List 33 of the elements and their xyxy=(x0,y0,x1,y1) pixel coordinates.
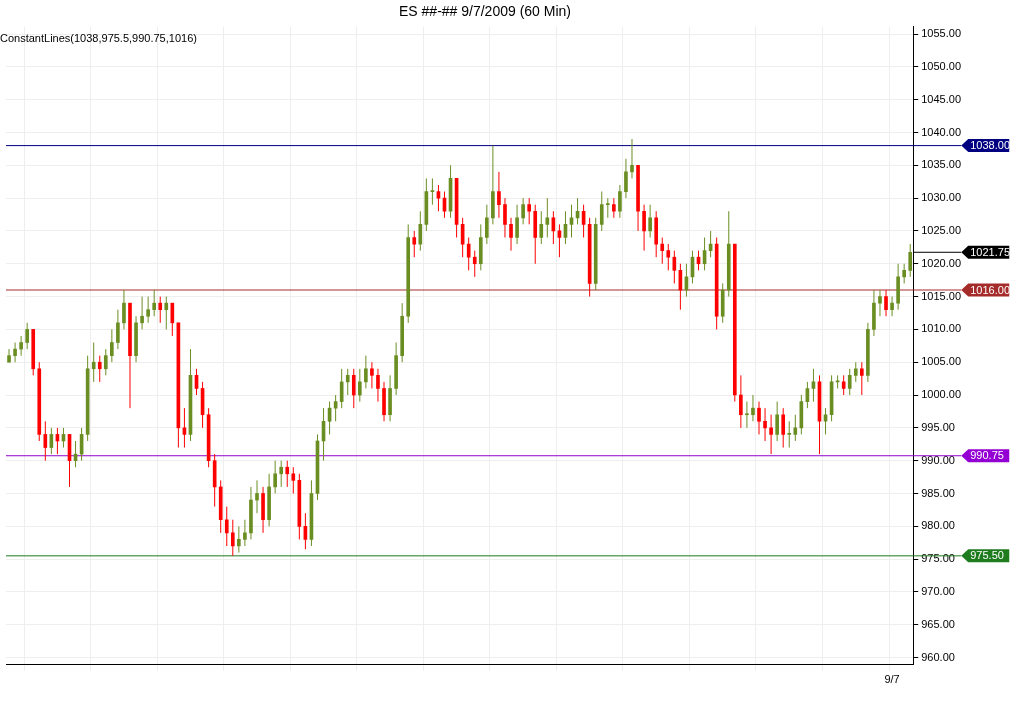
y-tick-label: 1025.00 xyxy=(921,223,961,236)
y-tick-label: 1000.00 xyxy=(921,388,961,401)
y-tick-label: 1020.00 xyxy=(921,256,961,269)
y-tick-label: 995.00 xyxy=(921,420,955,433)
chart-title: ES ##-## 9/7/2009 (60 Min) xyxy=(399,3,571,20)
candlestick xyxy=(545,197,550,238)
y-tick-label: 1040.00 xyxy=(921,125,961,138)
annotation: ConstantLines(1038,975.5,990.75,1016) xyxy=(0,32,197,45)
x-tick-label: 9/7 xyxy=(884,673,900,686)
ref-line-label: 975.50 xyxy=(970,549,1004,562)
y-tick-label: 1055.00 xyxy=(921,27,961,40)
candlestick xyxy=(605,197,610,219)
y-tick-label: 970.00 xyxy=(921,584,955,597)
y-tick-label: 1010.00 xyxy=(921,322,961,335)
candlestick xyxy=(666,243,671,271)
y-tick-label: 980.00 xyxy=(921,519,955,532)
y-tick-label: 1005.00 xyxy=(921,355,961,368)
y-tick-label: 1030.00 xyxy=(921,191,961,204)
y-tick-label: 985.00 xyxy=(921,486,955,499)
candlestick xyxy=(612,197,616,219)
y-tick-label: 1045.00 xyxy=(921,92,961,105)
y-tick-label: 1015.00 xyxy=(921,289,961,302)
candlestick xyxy=(787,420,792,449)
candlestick xyxy=(853,361,858,383)
candlestick xyxy=(291,466,296,494)
y-tick-label: 965.00 xyxy=(921,617,955,630)
y-tick-label: 1035.00 xyxy=(921,158,961,171)
y-tick-label: 1050.00 xyxy=(921,59,961,72)
candlestick xyxy=(527,197,531,225)
y-tick-label: 990.00 xyxy=(921,453,955,466)
y-tick-label: 960.00 xyxy=(921,650,955,663)
ref-line-label: 990.75 xyxy=(970,449,1004,462)
candlestick xyxy=(860,361,864,396)
